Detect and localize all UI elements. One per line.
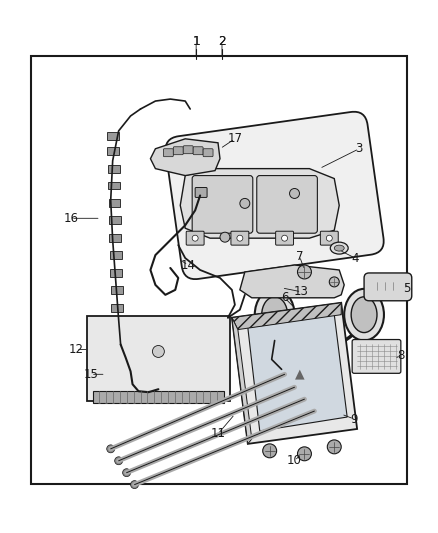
Text: 10: 10 xyxy=(287,454,302,467)
FancyBboxPatch shape xyxy=(183,146,193,154)
Polygon shape xyxy=(240,265,344,298)
Circle shape xyxy=(279,232,290,242)
FancyBboxPatch shape xyxy=(364,273,412,301)
FancyBboxPatch shape xyxy=(112,321,124,329)
Ellipse shape xyxy=(275,287,285,293)
Ellipse shape xyxy=(334,245,344,251)
Circle shape xyxy=(115,457,123,465)
Ellipse shape xyxy=(344,289,384,341)
Ellipse shape xyxy=(267,279,283,291)
Polygon shape xyxy=(232,303,357,444)
Polygon shape xyxy=(180,168,339,238)
Circle shape xyxy=(240,198,250,208)
Text: 12: 12 xyxy=(68,343,83,356)
FancyBboxPatch shape xyxy=(105,358,129,373)
FancyBboxPatch shape xyxy=(110,251,122,259)
Text: 17: 17 xyxy=(227,132,242,146)
Circle shape xyxy=(220,232,230,242)
FancyBboxPatch shape xyxy=(109,199,120,207)
FancyBboxPatch shape xyxy=(276,231,293,245)
Polygon shape xyxy=(248,314,347,431)
Polygon shape xyxy=(232,303,341,329)
Ellipse shape xyxy=(290,270,300,276)
FancyBboxPatch shape xyxy=(231,231,249,245)
FancyBboxPatch shape xyxy=(110,234,121,242)
Text: 3: 3 xyxy=(355,142,363,155)
Text: 1: 1 xyxy=(192,35,200,48)
Text: 15: 15 xyxy=(83,368,98,381)
FancyBboxPatch shape xyxy=(93,391,224,403)
Bar xyxy=(31,56,407,483)
Text: 2: 2 xyxy=(218,35,226,48)
Text: 16: 16 xyxy=(64,212,78,225)
Circle shape xyxy=(192,235,198,241)
Ellipse shape xyxy=(271,282,279,288)
Ellipse shape xyxy=(286,267,304,279)
Ellipse shape xyxy=(262,297,288,333)
Ellipse shape xyxy=(351,297,377,333)
Circle shape xyxy=(237,235,243,241)
FancyBboxPatch shape xyxy=(166,112,384,279)
FancyBboxPatch shape xyxy=(203,149,213,157)
Text: 8: 8 xyxy=(397,349,405,362)
Circle shape xyxy=(131,481,138,489)
FancyBboxPatch shape xyxy=(110,269,122,277)
FancyBboxPatch shape xyxy=(195,188,207,197)
Circle shape xyxy=(282,235,288,241)
Circle shape xyxy=(123,469,131,477)
Polygon shape xyxy=(150,139,220,175)
FancyBboxPatch shape xyxy=(105,376,129,390)
FancyBboxPatch shape xyxy=(163,149,173,157)
Text: 11: 11 xyxy=(211,427,226,440)
FancyBboxPatch shape xyxy=(87,316,230,401)
FancyBboxPatch shape xyxy=(111,286,123,294)
FancyBboxPatch shape xyxy=(192,175,253,233)
FancyBboxPatch shape xyxy=(111,304,123,312)
FancyBboxPatch shape xyxy=(193,147,203,155)
FancyBboxPatch shape xyxy=(107,132,119,140)
Ellipse shape xyxy=(271,284,289,296)
Circle shape xyxy=(297,447,311,461)
FancyBboxPatch shape xyxy=(173,147,183,155)
FancyBboxPatch shape xyxy=(320,231,338,245)
FancyBboxPatch shape xyxy=(108,182,120,190)
Circle shape xyxy=(107,445,115,453)
Ellipse shape xyxy=(330,242,348,254)
Ellipse shape xyxy=(255,289,294,341)
Circle shape xyxy=(329,277,339,287)
Text: 6: 6 xyxy=(281,292,288,304)
FancyBboxPatch shape xyxy=(257,175,318,233)
Text: 14: 14 xyxy=(181,259,196,271)
Text: 9: 9 xyxy=(350,413,358,425)
Circle shape xyxy=(297,265,311,279)
Text: 4: 4 xyxy=(351,252,359,264)
Circle shape xyxy=(152,345,164,358)
Circle shape xyxy=(327,440,341,454)
Circle shape xyxy=(326,235,332,241)
FancyBboxPatch shape xyxy=(107,147,119,155)
Text: 7: 7 xyxy=(296,249,303,263)
FancyBboxPatch shape xyxy=(109,216,121,224)
Text: 2: 2 xyxy=(218,35,226,48)
FancyBboxPatch shape xyxy=(108,165,120,173)
Text: ▲: ▲ xyxy=(295,368,304,381)
Polygon shape xyxy=(232,318,252,444)
Text: 13: 13 xyxy=(294,285,309,298)
FancyBboxPatch shape xyxy=(186,231,204,245)
Text: 1: 1 xyxy=(192,35,200,48)
Text: 5: 5 xyxy=(403,282,410,295)
Circle shape xyxy=(263,444,277,458)
Circle shape xyxy=(290,189,300,198)
FancyBboxPatch shape xyxy=(352,340,401,373)
